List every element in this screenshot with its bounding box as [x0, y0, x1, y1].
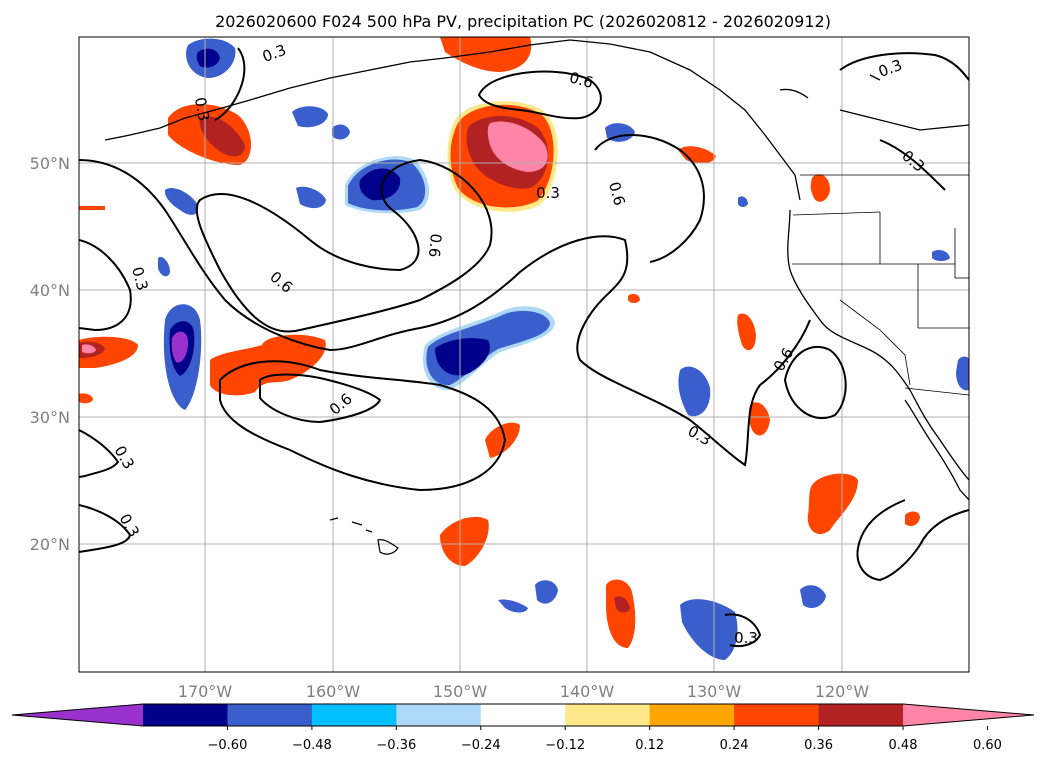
precip-blob-negative — [292, 106, 328, 128]
contour-label: 0.6 — [605, 180, 629, 208]
colorbar-segment — [480, 704, 566, 726]
colorbar-tick-label: −0.24 — [461, 738, 501, 753]
precip-blob-positive — [628, 293, 640, 303]
precip-blob-positive — [810, 174, 830, 202]
colorbar-segment — [311, 704, 397, 726]
lon-label: 130°W — [687, 682, 742, 701]
precip-blob-positive — [606, 579, 636, 648]
colorbar-tick-label: −0.48 — [292, 738, 332, 753]
lon-label: 120°W — [815, 682, 870, 701]
precip-blob-negative — [164, 187, 199, 215]
precip-blob-positive — [440, 37, 532, 72]
colorbar-tick-label: −0.60 — [208, 738, 248, 753]
precip-blob-negative — [186, 38, 236, 78]
precip-blob-positive — [737, 313, 756, 351]
precipitation-field — [79, 37, 969, 660]
precip-blob-negative — [296, 186, 326, 209]
colorbar-tick-label: 0.48 — [889, 738, 918, 753]
borders — [792, 174, 969, 396]
pv-contours — [79, 47, 969, 648]
colorbar-tick-label: −0.36 — [376, 738, 416, 753]
colorbar-tick-label: 0.60 — [973, 738, 1002, 753]
map-panel: 0.3 0.6 0.3 0.3 0.3 0.6 0.6 0.3 0.6 0.6 … — [78, 36, 970, 673]
lat-label: 20°N — [30, 535, 70, 554]
hawaii-islands — [329, 517, 399, 555]
chart-title: 2026020600 F024 500 hPa PV, precipitatio… — [215, 12, 831, 31]
precip-blob-negative — [498, 599, 528, 613]
precip-blob-negative — [422, 306, 555, 391]
lon-label: 140°W — [560, 682, 615, 701]
colorbar-outline — [11, 703, 1035, 727]
precip-blob-negative — [163, 304, 202, 410]
longitude-labels: 170°W 160°W 150°W 140°W 130°W 120°W — [178, 682, 870, 701]
lat-label: 50°N — [30, 154, 70, 173]
contour-label: 0.3 — [536, 184, 560, 202]
precip-blob-negative — [800, 585, 826, 609]
colorbar-tick-label: 0.24 — [720, 738, 749, 753]
coastlines — [104, 39, 969, 501]
precip-blob-positive — [79, 206, 138, 404]
lon-label: 150°W — [433, 682, 488, 701]
lon-label: 170°W — [178, 682, 233, 701]
precip-blob-negative — [956, 356, 969, 391]
lat-label: 30°N — [30, 408, 70, 427]
colorbar-segment — [143, 704, 228, 726]
colorbar-segment — [565, 704, 651, 726]
precip-blob-negative — [345, 156, 430, 214]
precip-blob-negative — [680, 599, 738, 660]
precip-blob-negative — [678, 366, 711, 417]
precip-blob-positive — [678, 146, 716, 164]
colorbar-extend-min — [12, 704, 143, 726]
precip-blob-positive — [807, 473, 858, 535]
precip-blob-negative — [932, 250, 950, 261]
colorbar-tick-label: 0.36 — [804, 738, 833, 753]
contour-label: 0.3 — [191, 96, 213, 123]
precip-blob-positive — [440, 516, 489, 566]
precip-blob-positive — [905, 511, 920, 526]
precip-blob-negative — [738, 196, 748, 207]
precip-blob-negative — [158, 256, 170, 277]
latitude-labels: 50°N 40°N 30°N 20°N — [30, 154, 70, 554]
contour-label: 0.3 — [734, 629, 758, 647]
colorbar-segment — [734, 704, 820, 726]
contour-label: 0.6 — [567, 68, 595, 92]
colorbar-extend-max — [903, 704, 1034, 726]
precip-blob-positive — [168, 104, 252, 165]
map-frame — [78, 36, 970, 673]
colorbar-segment — [649, 704, 735, 726]
precip-blob-positive — [485, 422, 520, 458]
lat-label: 40°N — [30, 281, 70, 300]
lon-label: 160°W — [306, 682, 361, 701]
precip-blob-positive — [748, 402, 770, 436]
colorbar-tick-label: −0.12 — [545, 738, 585, 753]
colorbar-tick-label: 0.12 — [635, 738, 664, 753]
colorbar-segment — [227, 704, 313, 726]
colorbar-segment — [818, 704, 904, 726]
contour-label: 0.6 — [425, 233, 445, 258]
gridlines — [79, 37, 969, 672]
precip-blob-positive — [447, 101, 558, 212]
precip-blob-negative — [332, 124, 350, 140]
precip-blob-negative — [535, 580, 558, 604]
precip-blob-positive — [210, 334, 326, 396]
precip-blob-positive — [614, 596, 630, 613]
colorbar: −0.60 −0.48 −0.36 −0.24 −0.12 0.12 0.24 0.36 0.4… — [11, 703, 1035, 753]
contour-label: 0.3 — [128, 265, 152, 293]
colorbar-segment — [396, 704, 482, 726]
